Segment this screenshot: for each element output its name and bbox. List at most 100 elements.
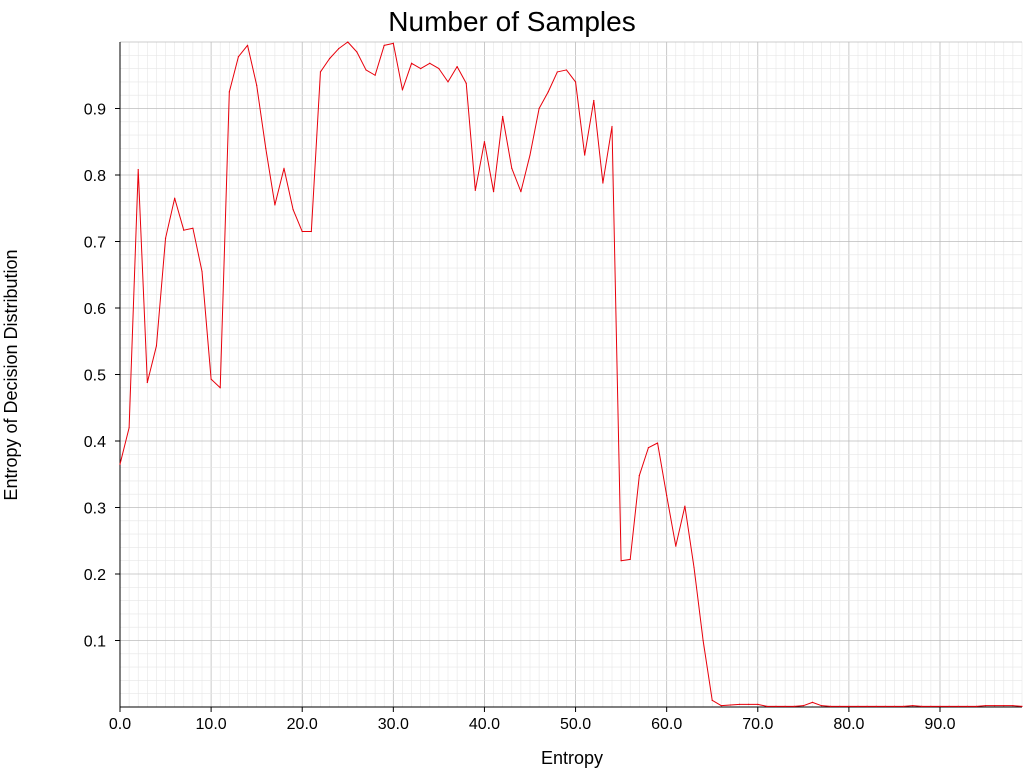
data-point <box>802 705 804 707</box>
data-point <box>893 705 896 707</box>
grid <box>119 41 1023 708</box>
x-axis-label: Entropy <box>541 748 603 768</box>
data-point <box>738 703 741 705</box>
tick-labels: 0.0 10.0 20.0 30.0 40.0 50.0 60.0 70.0 80.0 90.0 0… <box>84 102 956 734</box>
data-point <box>793 705 795 707</box>
data-point <box>502 115 504 118</box>
data-point <box>410 62 413 64</box>
data-point <box>420 68 422 70</box>
data-point <box>174 197 176 199</box>
data-point <box>766 705 768 707</box>
data-point <box>729 704 732 706</box>
y-tick-label: 0.3 <box>84 501 106 518</box>
x-tick-label: 20.0 <box>287 716 318 733</box>
data-point <box>839 705 841 707</box>
x-tick-label: 30.0 <box>378 716 409 733</box>
data-point <box>164 237 167 239</box>
x-tick-label: 90.0 <box>924 716 955 733</box>
data-point <box>1021 705 1023 707</box>
data-point <box>720 705 722 707</box>
data-point <box>966 705 968 707</box>
data-point <box>438 68 440 70</box>
data-point <box>529 154 531 156</box>
data-point <box>811 701 814 703</box>
data-point <box>246 44 249 46</box>
data-point <box>939 705 941 707</box>
data-point <box>574 81 577 83</box>
data-point <box>128 427 130 429</box>
data-point <box>146 381 148 384</box>
series-group <box>119 41 1023 707</box>
x-tick-label: 10.0 <box>196 716 227 733</box>
data-point <box>383 44 385 46</box>
axes <box>115 42 1022 712</box>
data-point <box>210 378 212 380</box>
data-point <box>192 227 194 229</box>
data-point <box>684 505 686 507</box>
data-point <box>1012 705 1014 707</box>
series-line-0 <box>119 41 1023 707</box>
data-point <box>183 229 185 231</box>
data-point <box>994 705 996 707</box>
data-point <box>848 705 850 707</box>
y-axis-label: Entropy of Decision Distribution <box>1 249 21 500</box>
data-point <box>456 66 458 68</box>
data-point <box>520 191 522 193</box>
data-point <box>328 58 331 60</box>
y-tick-label: 0.2 <box>84 567 106 584</box>
data-point <box>584 154 586 156</box>
y-tick-label: 0.9 <box>84 102 106 119</box>
data-point <box>237 56 240 58</box>
data-point <box>775 705 777 707</box>
data-point <box>338 48 340 50</box>
data-point <box>319 71 322 73</box>
data-point <box>748 703 750 705</box>
data-point <box>155 345 158 347</box>
data-point <box>365 69 367 71</box>
data-point <box>265 147 267 149</box>
data-point <box>857 705 859 707</box>
data-point <box>921 705 923 707</box>
data-point <box>1003 705 1005 707</box>
data-point <box>884 705 886 707</box>
data-point <box>620 560 622 562</box>
data-point <box>374 74 376 76</box>
data-point <box>465 82 467 84</box>
data-point <box>912 705 914 707</box>
y-tick-label: 0.6 <box>84 301 106 318</box>
data-point <box>611 125 613 128</box>
y-tick-label: 0.1 <box>84 634 106 651</box>
data-point <box>702 639 704 642</box>
x-tick-label: 70.0 <box>742 716 773 733</box>
data-point <box>948 705 950 707</box>
x-tick-label: 0.0 <box>109 716 131 733</box>
data-point <box>984 705 987 707</box>
data-point <box>902 705 905 707</box>
data-point <box>647 447 650 449</box>
data-point <box>447 81 449 83</box>
chart-title: Number of Samples <box>388 6 635 37</box>
data-point <box>602 182 604 184</box>
data-point <box>474 189 476 191</box>
data-point <box>820 705 823 707</box>
data-point <box>392 42 394 44</box>
data-point <box>274 204 276 206</box>
data-point <box>656 442 659 444</box>
data-point <box>711 699 713 701</box>
data-point <box>256 84 258 86</box>
data-point <box>693 566 695 568</box>
y-tick-label: 0.8 <box>84 168 106 185</box>
data-point <box>301 230 303 233</box>
data-point <box>547 91 549 93</box>
data-point <box>538 107 540 110</box>
data-point <box>401 89 404 91</box>
data-point <box>219 387 221 389</box>
data-point <box>565 69 568 71</box>
y-tick-label: 0.7 <box>84 235 106 252</box>
data-point <box>483 141 486 143</box>
y-tick-label: 0.4 <box>84 434 106 451</box>
x-tick-label: 40.0 <box>469 716 500 733</box>
data-point <box>137 169 139 171</box>
x-tick-label: 60.0 <box>651 716 682 733</box>
